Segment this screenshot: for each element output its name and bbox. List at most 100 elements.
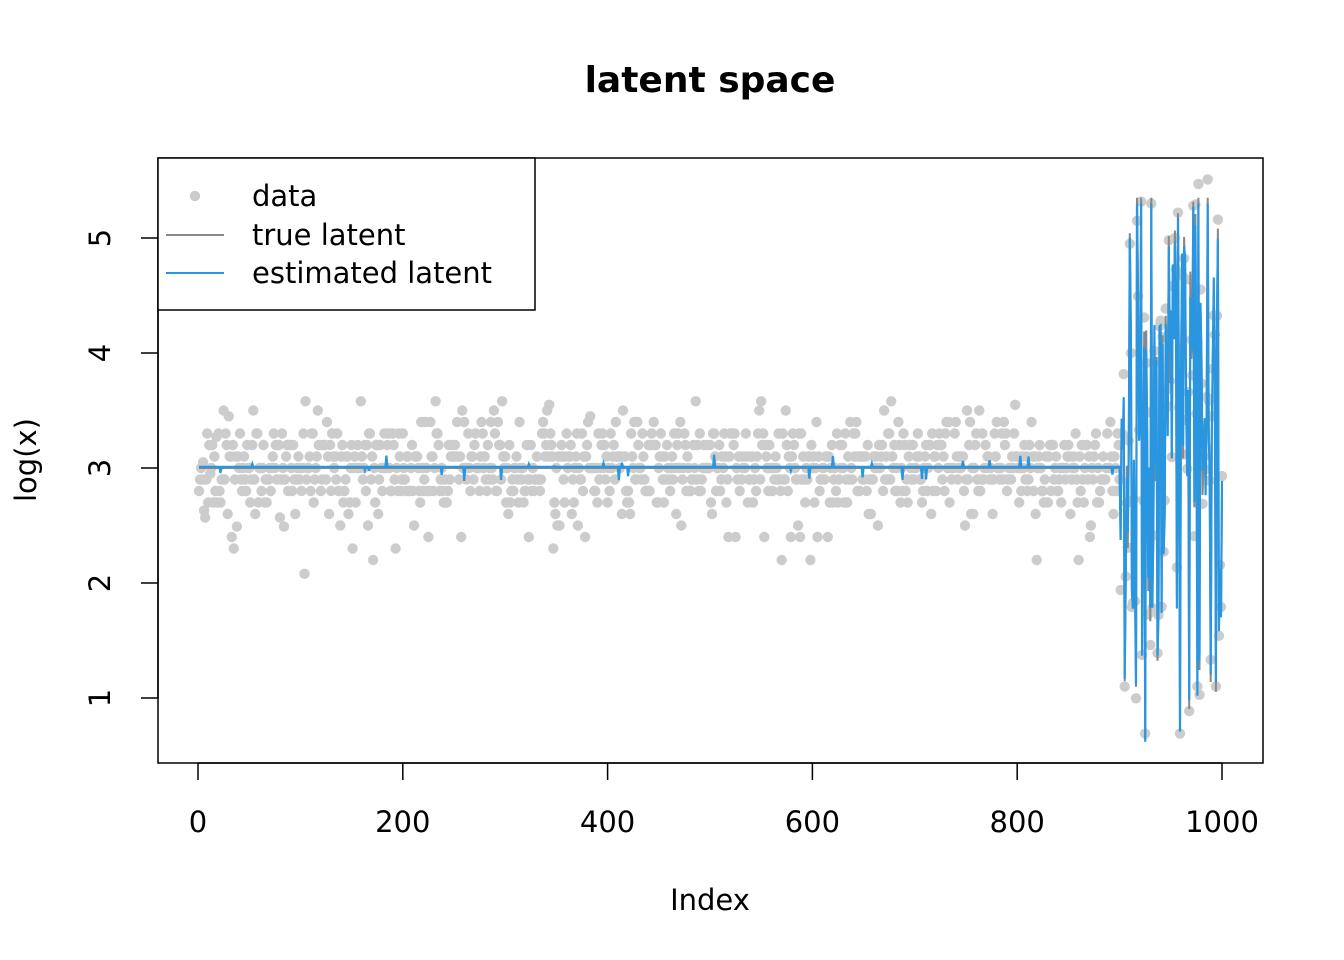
data-point	[307, 428, 318, 439]
data-point	[676, 520, 687, 531]
data-point	[740, 428, 751, 439]
data-point	[926, 508, 937, 520]
data-point	[751, 451, 763, 462]
data-point	[822, 531, 833, 543]
data-point	[756, 396, 767, 407]
data-point	[1109, 451, 1120, 462]
x-tick-label: 800	[990, 805, 1045, 839]
data-point	[758, 428, 769, 439]
data-point	[638, 451, 649, 462]
data-point	[545, 428, 556, 439]
data-point	[444, 474, 456, 485]
data-point	[390, 543, 401, 554]
data-point	[705, 497, 717, 508]
data-point	[1174, 728, 1186, 739]
data-point	[639, 474, 650, 485]
data-point	[811, 416, 822, 428]
data-point	[831, 428, 843, 439]
data-point	[685, 485, 696, 497]
data-point	[1053, 485, 1064, 497]
data-point	[350, 497, 361, 508]
data-point	[465, 485, 476, 497]
data-point	[679, 428, 690, 439]
data-point	[664, 485, 676, 497]
data-point	[425, 416, 436, 428]
data-point	[998, 416, 1010, 428]
data-point	[650, 439, 661, 451]
data-point	[550, 508, 561, 520]
data-point	[715, 485, 726, 497]
data-point	[1034, 439, 1045, 451]
data-point	[457, 405, 468, 416]
data-point	[220, 428, 231, 439]
data-point	[931, 485, 942, 497]
data-point	[470, 428, 481, 439]
data-point	[785, 531, 797, 543]
data-point	[781, 439, 792, 451]
data-point	[278, 521, 290, 532]
data-point	[489, 428, 501, 439]
data-point	[672, 439, 683, 451]
data-point	[597, 428, 608, 439]
data-point	[754, 405, 765, 416]
data-point	[454, 451, 466, 462]
y-tick-label: 2	[83, 574, 117, 592]
data-point	[1030, 508, 1041, 520]
data-point	[559, 497, 570, 508]
data-point	[234, 428, 246, 439]
data-point	[936, 439, 947, 451]
y-tick-label: 4	[83, 344, 117, 362]
data-point	[474, 485, 485, 497]
data-point	[577, 485, 589, 497]
data-point	[549, 497, 560, 508]
data-point	[912, 428, 924, 439]
data-point	[231, 521, 243, 532]
data-point	[1043, 451, 1055, 462]
data-point	[280, 451, 292, 462]
data-point	[228, 543, 239, 554]
data-point	[1184, 705, 1195, 717]
data-point	[505, 497, 516, 508]
data-point	[441, 497, 452, 508]
data-point	[1102, 428, 1113, 439]
data-point	[847, 474, 858, 485]
data-point	[980, 439, 991, 451]
data-point	[1115, 584, 1126, 596]
data-point	[609, 474, 620, 485]
data-point	[463, 428, 474, 439]
data-point	[288, 439, 299, 451]
data-point	[764, 439, 775, 451]
data-point	[1014, 497, 1025, 508]
data-point	[360, 485, 372, 497]
data-point	[602, 497, 613, 508]
data-point	[1000, 428, 1012, 439]
data-point	[977, 428, 988, 439]
data-point	[590, 485, 601, 497]
data-point	[209, 451, 220, 462]
data-point	[546, 439, 557, 451]
data-point	[558, 474, 569, 485]
data-point	[321, 416, 333, 428]
data-point	[865, 508, 876, 520]
data-point	[459, 416, 470, 428]
data-point	[1193, 178, 1204, 190]
data-point	[608, 439, 619, 451]
data-point	[567, 474, 578, 485]
data-point	[566, 508, 577, 520]
data-point	[207, 439, 218, 451]
data-point	[659, 451, 671, 462]
data-point	[646, 428, 657, 439]
data-point	[658, 497, 670, 508]
data-point	[968, 508, 979, 520]
data-point	[365, 474, 377, 485]
data-point	[919, 451, 931, 462]
legend: data true latent estimated latent	[157, 157, 536, 311]
data-point	[755, 474, 766, 485]
data-point	[626, 428, 637, 439]
data-point	[1089, 439, 1101, 451]
data-point	[312, 405, 323, 416]
data-point	[851, 416, 862, 428]
data-point	[214, 485, 225, 497]
data-point	[786, 451, 798, 462]
data-point	[991, 416, 1002, 428]
